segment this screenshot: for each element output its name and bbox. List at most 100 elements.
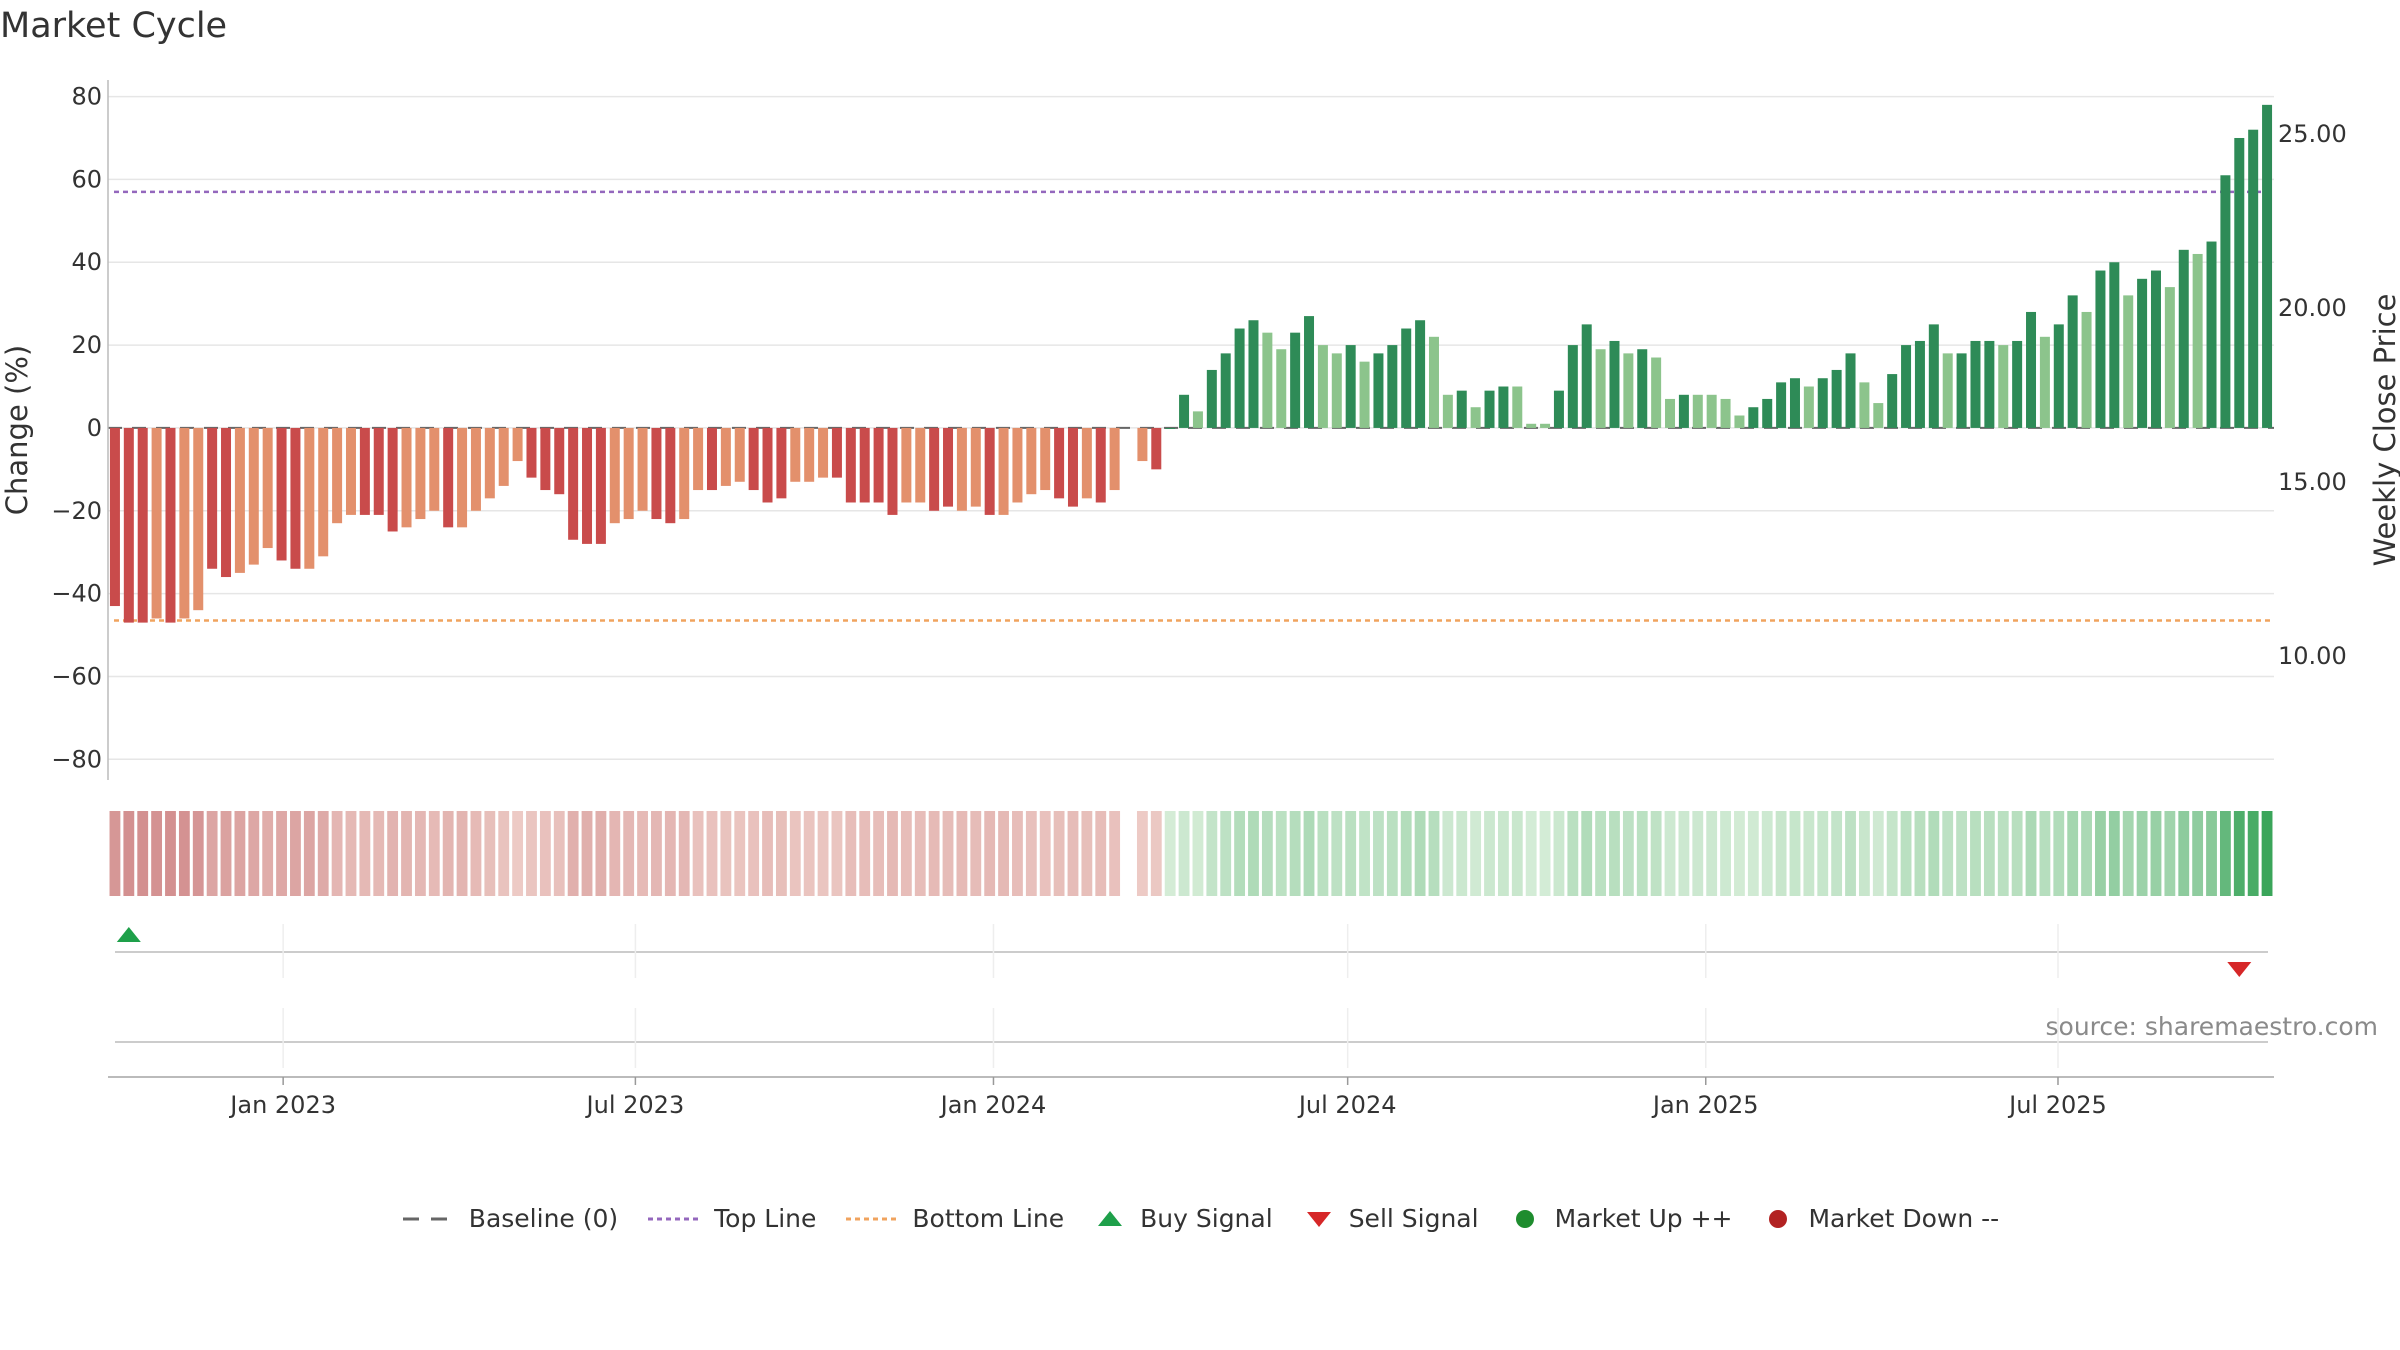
strength-cell [1442,811,1454,896]
y-tick-label: 0 [87,414,102,442]
strength-cell [1109,811,1121,896]
change-bar [1484,390,1495,428]
strength-cell [1817,811,1829,896]
change-bar [1970,340,1981,428]
strength-cell [1331,811,1343,896]
strength-cell [1622,811,1634,896]
strength-cell [442,811,454,896]
strength-cell [1317,811,1329,896]
change-bar [609,427,620,524]
change-bar [943,427,954,507]
strength-cell [234,811,246,896]
strength-cell [1900,811,1912,896]
strength-cell [1386,811,1398,896]
reference-lines [108,190,2274,622]
y2-tick-label: 25.00 [2278,120,2347,148]
strength-cell [276,811,287,896]
strength-cell [428,811,440,896]
strength-cell [1664,811,1676,896]
y-axis-label: Change (%) [0,345,34,515]
change-bar [1762,398,1773,428]
change-bar [1817,378,1828,428]
strength-cell [1858,811,1870,896]
strength-cell [1650,811,1662,896]
strength-cell [498,811,510,896]
strength-cell [2108,811,2120,896]
strength-cell [831,811,843,896]
change-bar [1512,386,1523,428]
strength-cell [1831,811,1843,896]
strength-cell [859,811,871,896]
strength-cell [526,811,537,896]
change-bar [373,427,384,515]
x-tick-label: Jul 2025 [2007,1091,2107,1119]
strength-cell [1914,811,1926,896]
strength-cell [109,811,121,896]
change-bar [2248,129,2259,428]
buy-signal-marker [116,927,141,942]
change-bar [1637,349,1648,428]
strength-cell [984,811,996,896]
change-bar [1873,403,1884,428]
change-bar [1692,394,1703,428]
change-bar [1165,427,1176,429]
x-tick-label: Jul 2024 [1297,1091,1397,1119]
change-bar [2150,270,2161,428]
change-bar [1373,353,1384,428]
strength-cell [539,811,551,896]
strength-cell [845,811,857,896]
strength-cell [720,811,732,896]
change-bar [429,427,440,511]
strength-cell [303,811,315,896]
strength-cell [1581,811,1593,896]
change-bar [1456,390,1467,428]
change-bar [970,427,981,507]
strength-cell [178,811,190,896]
change-bar [179,427,190,619]
change-bar [790,427,801,482]
change-bar [1803,386,1814,428]
change-bar [359,427,370,515]
strength-cell [2164,811,2176,896]
y2-axis-ticks: 25.00 20.00 15.00 10.00 [2278,120,2347,670]
strength-cell [942,811,954,896]
change-bar [1887,374,1898,428]
strength-cell [609,811,621,896]
strength-cell [1095,811,1107,896]
change-bar [1498,386,1509,428]
change-bar [2026,311,2037,428]
circle-icon [1515,1209,1534,1228]
strength-cell [1081,811,1093,896]
strength-cell [956,811,968,896]
y2-tick-label: 10.00 [2278,642,2347,670]
strength-cell [512,811,524,896]
strength-cell [1456,811,1468,896]
strength-cell [2136,811,2148,896]
change-bar [1623,353,1634,428]
strength-cell [1775,811,1787,896]
change-bar [457,427,468,528]
strength-cell [775,811,787,896]
strength-cell [1289,811,1301,896]
change-bar [1720,398,1731,428]
y-tick-label: 40 [71,248,102,276]
strength-cell [567,811,579,896]
change-bar [1470,407,1481,428]
strength-cell [123,811,135,896]
legend-item-sell-signal: Sell Signal [1301,1204,1479,1233]
change-bar [1151,427,1162,470]
strength-cell [262,811,274,896]
change-bar [915,427,926,503]
triangle-up-icon [1098,1210,1123,1226]
change-bar [151,427,162,619]
strength-cell [1734,811,1745,896]
strength-cell [2081,811,2092,896]
change-bar [540,427,551,491]
change-bars [109,104,2273,623]
change-bar [1831,369,1842,428]
strength-cell [651,811,662,896]
change-bar [651,427,662,520]
change-bar [2012,340,2023,428]
change-bar [2123,295,2134,428]
strength-cell [1067,811,1079,896]
